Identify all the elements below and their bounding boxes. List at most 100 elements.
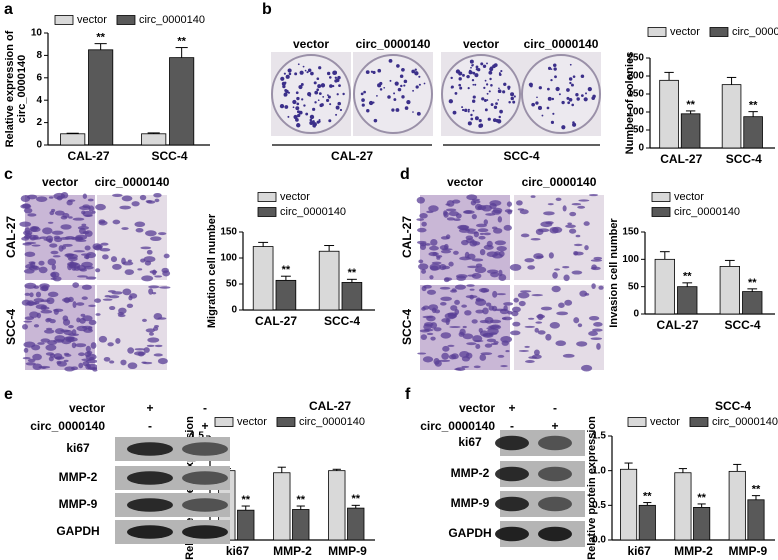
cell xyxy=(485,213,496,216)
colony xyxy=(488,70,493,75)
colony xyxy=(541,114,544,117)
cell xyxy=(467,265,479,269)
cell xyxy=(120,359,127,366)
cell xyxy=(61,245,67,250)
colony xyxy=(571,103,575,107)
cell xyxy=(569,228,577,234)
cell xyxy=(157,317,167,320)
cell xyxy=(86,252,96,259)
cell xyxy=(527,317,535,320)
bar xyxy=(743,116,763,149)
colony xyxy=(472,64,474,66)
colony xyxy=(383,86,386,89)
cell xyxy=(418,259,424,264)
panel-letter: f xyxy=(405,386,411,403)
colony xyxy=(498,87,500,90)
cell xyxy=(42,306,50,310)
cell xyxy=(32,353,42,361)
cell xyxy=(40,309,53,314)
legend-label: circ_0000140 xyxy=(674,206,740,218)
protein-label: MMP-9 xyxy=(451,496,490,510)
cell xyxy=(441,352,449,360)
cell xyxy=(31,344,41,351)
error-bar xyxy=(296,505,305,510)
colony xyxy=(568,77,573,81)
legend-swatch xyxy=(627,417,647,427)
cell xyxy=(87,198,94,202)
blot-band xyxy=(538,526,572,542)
cell xyxy=(119,205,132,210)
colony xyxy=(477,68,481,72)
cell xyxy=(483,232,491,236)
cell xyxy=(45,318,51,323)
condition-label: circ_0000140 xyxy=(30,419,105,433)
colony xyxy=(531,102,535,107)
colony xyxy=(507,87,510,90)
colony xyxy=(391,108,395,112)
cell xyxy=(440,302,447,306)
colony xyxy=(394,81,399,86)
colony xyxy=(287,115,290,118)
cell xyxy=(143,256,156,263)
cell xyxy=(85,345,91,353)
cell xyxy=(441,248,453,251)
colony xyxy=(309,95,311,97)
colony xyxy=(496,119,502,124)
bar xyxy=(677,286,698,315)
y-tick-label: 250 xyxy=(627,53,644,64)
cell xyxy=(64,353,72,357)
cell xyxy=(449,326,461,329)
colony xyxy=(461,106,464,109)
colony xyxy=(592,94,596,99)
cell xyxy=(565,224,576,228)
cell xyxy=(134,221,146,228)
colony xyxy=(452,110,457,115)
cell xyxy=(46,297,55,305)
significance: ** xyxy=(282,264,291,276)
cell xyxy=(52,255,61,258)
x-tick-label: CAL-27 xyxy=(67,149,109,163)
colony xyxy=(296,102,300,106)
cell xyxy=(67,199,76,202)
colony xyxy=(401,67,405,72)
cell xyxy=(24,251,36,257)
cell xyxy=(150,236,162,242)
cell xyxy=(462,333,474,340)
cell xyxy=(135,227,144,233)
cell xyxy=(551,285,561,293)
colony xyxy=(466,74,470,79)
cell xyxy=(62,318,71,326)
cell xyxy=(590,337,603,340)
cell xyxy=(503,224,512,231)
cell xyxy=(451,288,457,292)
condition-mark: - xyxy=(510,419,514,433)
colony xyxy=(486,62,488,65)
x-tick-label: SCC-4 xyxy=(724,318,760,332)
cell xyxy=(590,259,603,262)
cell xyxy=(29,226,38,232)
error-bar xyxy=(682,282,693,287)
colony xyxy=(282,84,286,89)
cell xyxy=(530,238,541,241)
cell xyxy=(478,327,483,333)
colony xyxy=(370,70,374,73)
y-axis-label: Relative expression of xyxy=(4,30,16,147)
colony xyxy=(498,72,501,75)
cell xyxy=(154,275,163,278)
image-column-label: circ_0000140 xyxy=(524,37,599,51)
error-bar xyxy=(697,503,706,508)
cell xyxy=(72,282,80,288)
cell xyxy=(465,295,478,299)
colony xyxy=(361,103,365,107)
cell xyxy=(19,221,32,227)
cell xyxy=(591,283,596,290)
colony xyxy=(335,113,338,116)
cell xyxy=(535,321,543,324)
colony xyxy=(487,117,491,121)
dish xyxy=(521,54,601,134)
colony xyxy=(395,108,400,112)
colony xyxy=(580,74,585,79)
colony xyxy=(478,123,483,128)
cell xyxy=(24,227,31,235)
condition-mark: + xyxy=(551,419,558,433)
